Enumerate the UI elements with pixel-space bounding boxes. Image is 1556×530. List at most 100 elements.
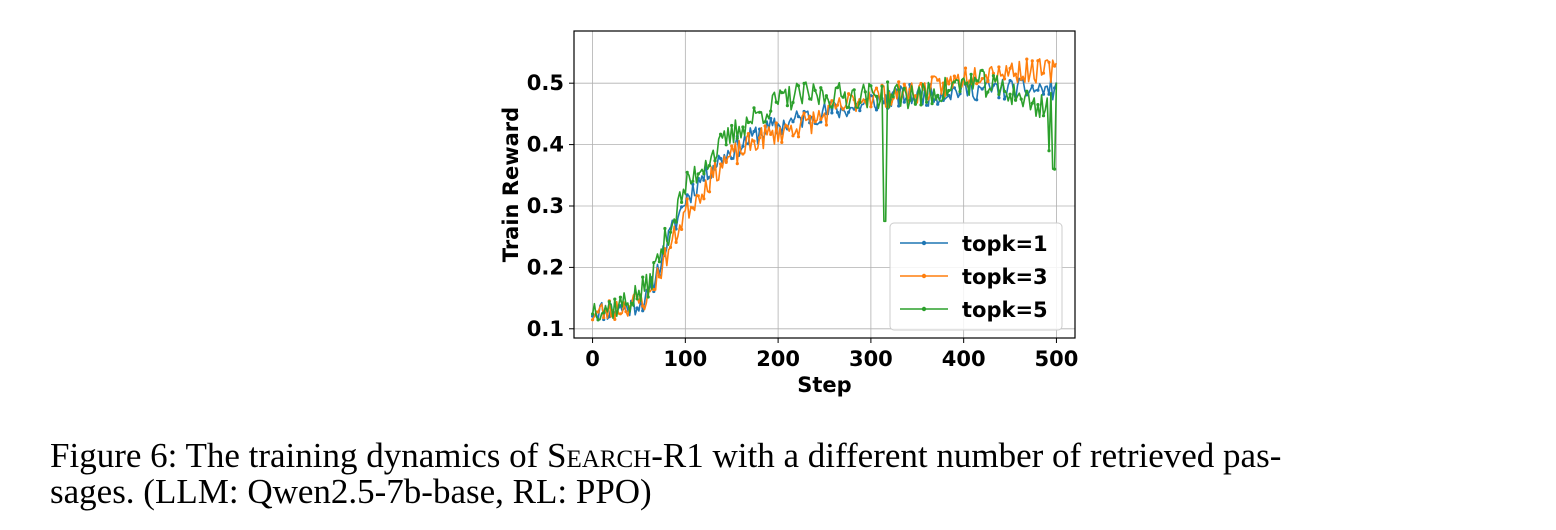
data-point	[830, 105, 834, 109]
data-point	[963, 66, 968, 70]
data-point	[752, 139, 756, 143]
axis-ticks: 0 100 200 300 400 500 0.1 0.2 0.3 0.4 0.5	[527, 71, 1079, 371]
data-point	[958, 92, 962, 96]
data-point	[997, 65, 1001, 69]
legend-marker	[921, 306, 927, 312]
legend-marker	[921, 240, 927, 246]
data-point	[624, 302, 628, 306]
data-point	[980, 77, 984, 81]
data-point	[841, 107, 845, 111]
data-point	[796, 84, 801, 88]
data-point	[925, 103, 929, 107]
data-point	[813, 120, 817, 124]
data-point	[941, 96, 945, 100]
data-point	[1053, 64, 1057, 68]
data-point	[1036, 103, 1040, 107]
data-point	[997, 96, 1001, 100]
data-point	[1030, 101, 1034, 105]
data-point	[991, 74, 996, 78]
data-point	[791, 134, 795, 138]
data-point	[1002, 89, 1007, 93]
y-tick-label: 0.4	[527, 133, 564, 157]
data-point	[930, 102, 934, 106]
data-point	[641, 275, 645, 279]
grid	[574, 31, 1075, 338]
data-point	[758, 110, 762, 114]
data-point	[707, 190, 712, 194]
data-point	[641, 309, 645, 313]
data-point	[830, 99, 834, 103]
caption-prefix: Figure 6: The training dynamics of	[50, 436, 548, 475]
data-point	[847, 105, 851, 109]
data-point	[897, 88, 901, 92]
data-point	[763, 120, 767, 124]
y-tick-label: 0.5	[527, 71, 564, 95]
data-point	[1041, 92, 1046, 96]
data-point	[908, 98, 912, 102]
data-point	[874, 108, 879, 112]
data-point	[847, 92, 851, 96]
y-tick-label: 0.2	[527, 255, 564, 279]
data-point	[891, 95, 895, 99]
data-point	[1047, 60, 1051, 64]
data-point	[847, 110, 851, 114]
data-point	[607, 300, 611, 304]
data-point	[835, 110, 840, 114]
data-point	[991, 71, 996, 75]
data-point	[975, 82, 979, 86]
data-point	[746, 132, 751, 136]
data-point	[796, 115, 801, 119]
data-point	[835, 86, 840, 90]
data-point	[696, 172, 700, 176]
data-point	[685, 197, 689, 201]
data-point	[713, 159, 717, 163]
data-point	[663, 226, 667, 231]
data-point	[618, 295, 623, 299]
data-point	[696, 194, 700, 198]
data-point	[602, 316, 606, 320]
data-point	[624, 310, 628, 314]
legend: topk=1 topk=3 topk=5	[889, 222, 1063, 331]
data-point	[746, 120, 751, 125]
data-point	[691, 206, 695, 210]
data-point	[980, 68, 984, 72]
data-point	[1053, 86, 1057, 90]
data-point	[902, 86, 906, 90]
data-point	[719, 132, 723, 136]
data-point	[607, 315, 611, 319]
data-point	[774, 121, 778, 125]
data-point	[791, 120, 795, 124]
data-point	[719, 162, 723, 166]
data-point	[952, 86, 957, 90]
data-point	[691, 179, 695, 183]
data-point	[785, 104, 790, 108]
data-point	[819, 117, 823, 121]
data-point	[774, 100, 778, 104]
data-point	[930, 75, 934, 79]
data-point	[925, 100, 929, 104]
data-point	[730, 144, 734, 148]
legend-label: topk=1	[962, 232, 1048, 256]
x-tick-label: 0	[585, 347, 600, 371]
data-point	[652, 261, 656, 265]
data-point	[802, 111, 806, 115]
figure-caption: Figure 6: The training dynamics of Searc…	[50, 438, 1530, 510]
x-axis-label: Step	[797, 373, 851, 397]
data-point	[635, 297, 639, 301]
data-point	[902, 100, 906, 104]
data-point	[741, 152, 745, 156]
data-point	[685, 170, 689, 174]
legend-label: topk=5	[962, 298, 1048, 322]
data-point	[824, 94, 829, 98]
data-point	[869, 105, 873, 109]
data-point	[819, 86, 823, 90]
data-point	[702, 172, 706, 176]
data-point	[1047, 149, 1051, 153]
data-point	[763, 124, 767, 128]
data-point	[618, 312, 623, 316]
data-point	[641, 304, 645, 308]
data-point	[741, 144, 745, 148]
data-point	[613, 297, 617, 301]
data-point	[1002, 97, 1007, 101]
data-point	[796, 135, 801, 139]
